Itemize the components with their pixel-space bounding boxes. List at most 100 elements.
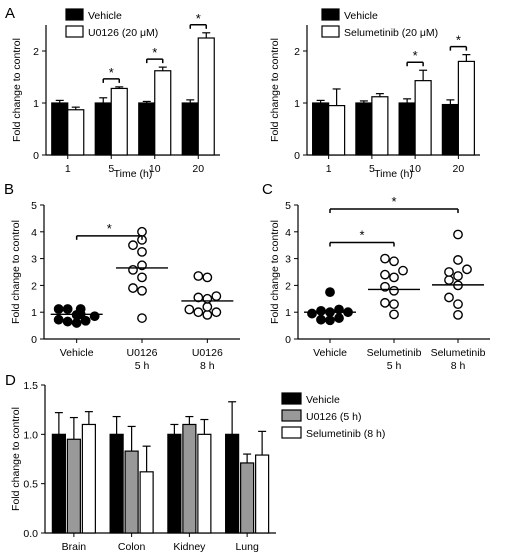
- panel-b-data-point: [211, 307, 222, 318]
- panel-b-y-label: Fold change to control: [10, 220, 22, 324]
- panel-a-selumetinib-x-tick-label: 5: [369, 163, 375, 175]
- panel-b-data-point: [202, 293, 213, 304]
- panel-a-u0126-x-tick-label: 1: [65, 163, 71, 175]
- panel-c-y-label: Fold change to control: [269, 220, 281, 324]
- panel-a-u0126-legend-label: Vehicle: [88, 10, 122, 22]
- panel-b-group-label: U0126: [192, 347, 223, 359]
- panel-b-data-point: [128, 283, 138, 293]
- panel-b-group-sublabel: 5 h: [135, 360, 150, 372]
- panel-a-selumetinib-x-tick-label: 20: [453, 163, 465, 175]
- panel-a-u0126-bar: [94, 102, 112, 156]
- panel-a-u0126-y-tick-label: 1: [33, 98, 39, 110]
- panel-c-group-sublabel: 8 h: [451, 360, 466, 372]
- panel-d-legend-swatch: [281, 392, 302, 405]
- panel-d-bar: [182, 423, 197, 534]
- panel-a-selumetinib-legend-swatch: [321, 25, 340, 38]
- panel-c-data-point: [444, 275, 454, 285]
- panel-a-selumetinib-panel: 0 1 2 1 5 10 20 * * Fold change to control Time (h…: [269, 8, 480, 180]
- panel-b-data-point: [71, 318, 82, 328]
- panel-b-data-point: [137, 226, 147, 237]
- panel-c-data-point: [453, 271, 463, 281]
- panel-c-sig-star: *: [359, 228, 364, 243]
- panel-b-group-label: Vehicle: [60, 347, 94, 359]
- panel-d-bar: [124, 450, 139, 534]
- panel-d-bar: [197, 433, 212, 534]
- panel-c-group-label: Vehicle: [313, 347, 347, 359]
- panel-b-data-point: [62, 304, 73, 314]
- panel-c-y-tick-label: 0: [285, 334, 291, 346]
- panel-b-y-tick-label: 2: [31, 280, 37, 292]
- panel-a-selumetinib-x-tick-label: 1: [326, 163, 332, 175]
- panel-a-selumetinib-x-label: Time (h): [374, 168, 413, 180]
- panel-c-data-point: [380, 269, 390, 280]
- panel-a-u0126-legend-label: U0126 (20 μM): [88, 27, 158, 39]
- panel-b-data-point: [184, 304, 195, 315]
- panel-b-data-point: [202, 272, 213, 283]
- panel-c-data-point: [325, 315, 335, 326]
- panel-b-data-point: [137, 285, 147, 296]
- panel-a-u0126-x-tick-label: 10: [149, 163, 161, 175]
- panel-b-data-point: [202, 309, 213, 320]
- panel-b-data-point: [53, 304, 64, 314]
- panel-a-u0126-bar: [51, 102, 69, 156]
- panel-c-y-tick-label: 4: [285, 227, 291, 239]
- panel-d-bar: [51, 433, 66, 534]
- panel-c-data-point: [453, 299, 463, 310]
- panel-d-y-tick-label: 1.5: [23, 380, 38, 392]
- panel-b-data-point: [193, 292, 204, 303]
- panel-a-selumetinib-bar: [414, 80, 432, 156]
- panel-b-group-label: U0126: [127, 347, 158, 359]
- panel-b-data-point: [62, 316, 73, 327]
- panel-a-selumetinib-bar: [312, 102, 330, 156]
- panel-b-y-tick-label: 3: [31, 254, 37, 266]
- panel-c-data-point: [453, 255, 463, 265]
- panel-d-panel-letter: D: [5, 372, 16, 389]
- panel-c-data-point: [389, 309, 399, 320]
- panel-a-selumetinib-bar: [355, 102, 373, 156]
- panel-a-selumetinib-bar: [371, 96, 389, 156]
- panel-a-u0126-panel: 0 1 2 1 5 10 20 * * * Fold change to control Time (…: [5, 5, 220, 180]
- panel-d-x-tick-label: Brain: [62, 541, 87, 553]
- panel-d-legend-label: Selumetinib (8 h): [306, 428, 385, 440]
- panel-b-data-point: [80, 315, 91, 326]
- panel-a-selumetinib-y-tick-label: 0: [294, 150, 300, 162]
- panel-a-selumetinib-y-tick-label: 1: [294, 98, 300, 110]
- panel-b-data-point: [193, 271, 204, 281]
- panel-a-selumetinib-bar: [457, 60, 475, 156]
- panel-b-y-tick-label: 5: [31, 200, 37, 212]
- panel-a-u0126-x-tick-label: 5: [108, 163, 114, 175]
- panel-b-data-point: [202, 301, 213, 312]
- panel-d-legend-swatch: [281, 426, 302, 439]
- panel-a-u0126-sig-star: *: [196, 11, 201, 26]
- panel-d-legend-label: Vehicle: [306, 394, 340, 406]
- panel-d-bar: [139, 471, 154, 534]
- panel-b-panel-letter: B: [4, 181, 14, 198]
- panel-d-bar: [255, 454, 270, 534]
- panel-b-data-point: [75, 304, 86, 314]
- panel-b-data-point: [193, 307, 204, 318]
- panel-c-data-point: [316, 305, 326, 316]
- panel-a-u0126-x-label: Time (h): [114, 168, 153, 180]
- panel-d-legend-swatch: [281, 409, 302, 422]
- panel-a-selumetinib-y-tick-label: 2: [294, 46, 300, 58]
- panel-d-y-tick-label: 1.0: [23, 429, 38, 441]
- panel-a-u0126-bar: [67, 109, 85, 156]
- panel-b-data-point: [89, 311, 100, 322]
- panel-a-u0126-bar: [197, 37, 215, 156]
- panel-a-selumetinib-x-tick-label: 10: [409, 163, 421, 175]
- panel-c-group-label: Selumetinib: [431, 347, 486, 359]
- panel-a-selumetinib-legend-label: Selumetinib (20 μM): [344, 27, 438, 39]
- panel-d-panel: 0.0 0.5 1.0 1.5 Brain Colon Kidney Lung Fold cha…: [5, 372, 385, 553]
- panel-b-sig-star: *: [107, 221, 112, 236]
- panel-b-data-point: [137, 246, 147, 257]
- panel-a-u0126-x-tick-label: 20: [192, 163, 204, 175]
- panel-d-x-tick-label: Kidney: [173, 541, 206, 553]
- panel-c-y-tick-label: 2: [285, 280, 291, 292]
- panel-c-group-label: Selumetinib: [367, 347, 422, 359]
- panel-b-y-tick-label: 1: [31, 307, 37, 319]
- panel-a-selumetinib-legend-swatch: [321, 8, 340, 21]
- panel-b-y-tick-label: 0: [31, 334, 37, 346]
